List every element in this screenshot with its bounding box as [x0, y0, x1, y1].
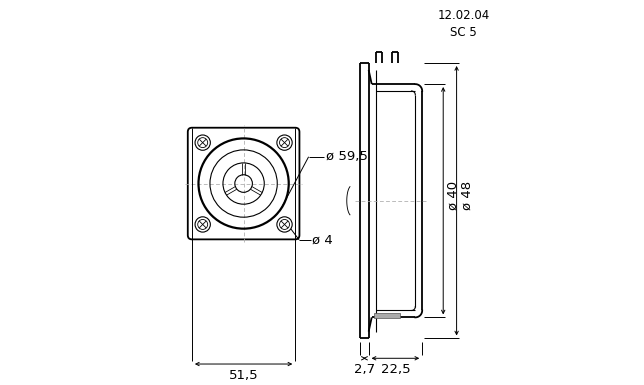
Text: ø 48: ø 48	[460, 181, 473, 209]
Bar	[374, 313, 401, 318]
FancyBboxPatch shape	[188, 128, 299, 239]
Text: 12.02.04: 12.02.04	[437, 9, 489, 22]
Text: ø 40: ø 40	[447, 181, 460, 209]
Text: 51,5: 51,5	[229, 369, 258, 382]
Text: 2,7: 2,7	[354, 363, 375, 376]
Text: ø 4: ø 4	[312, 233, 333, 246]
Text: ø 59,5: ø 59,5	[326, 150, 368, 163]
Text: SC 5: SC 5	[450, 26, 477, 39]
Text: 22,5: 22,5	[381, 363, 410, 376]
